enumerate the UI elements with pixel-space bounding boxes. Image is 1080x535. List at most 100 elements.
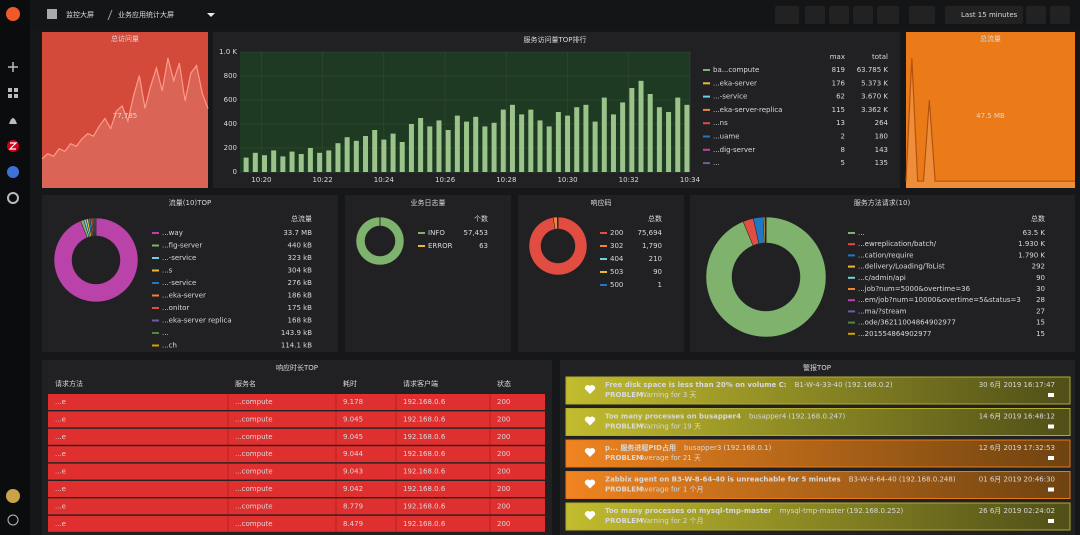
table-cell: 200	[497, 450, 510, 458]
share-button[interactable]	[775, 6, 799, 24]
column-header[interactable]: 请求方法	[55, 379, 83, 388]
legend-label[interactable]: ...s	[162, 267, 173, 275]
table-cell: 9.042	[343, 485, 363, 493]
table-cell: 192.168.0.6	[403, 433, 446, 441]
star-button[interactable]	[805, 6, 825, 24]
alert-item[interactable]	[565, 502, 1071, 531]
legend-header[interactable]: 总数	[648, 214, 662, 223]
legend-label[interactable]: INFO	[428, 229, 445, 237]
dashboards-icon[interactable]	[8, 88, 12, 92]
legend-label[interactable]: ...-service	[162, 279, 196, 287]
bar	[528, 109, 534, 172]
alert-name: Free disk space is less than 20% on volu…	[605, 381, 787, 389]
legend-swatch	[703, 95, 710, 98]
legend-label[interactable]: ...	[162, 329, 169, 337]
legend-label[interactable]: ...fig-server	[162, 242, 202, 250]
time-picker[interactable]	[945, 6, 1023, 24]
alert-detail: Warning for 19 天	[640, 423, 701, 431]
alert-time: 26 6月 2019 02:24:02	[979, 507, 1055, 515]
legend-label[interactable]: ba...compute	[713, 66, 759, 74]
alert-icon[interactable]	[9, 118, 17, 124]
table-cell: 192.168.0.6	[403, 415, 446, 423]
alert-detail: Warning for 3 天	[640, 391, 697, 399]
help-icon[interactable]	[7, 514, 19, 526]
column-header[interactable]: 服务名	[235, 379, 256, 388]
legend-label[interactable]: ...ch	[162, 342, 177, 350]
alert-item[interactable]	[565, 439, 1071, 468]
alert-heart	[584, 416, 596, 426]
panel-title: 业务日志量	[411, 198, 446, 207]
legend-label[interactable]: ...	[713, 159, 720, 167]
legend-label[interactable]: ...delivery/Loading/ToList	[858, 263, 945, 271]
zoom-button[interactable]	[1026, 6, 1046, 24]
legend-label[interactable]: ...way	[162, 229, 183, 237]
legend-label[interactable]: ...ode/36211004864902977	[858, 319, 956, 327]
legend-label[interactable]: ...job?num=5000&overtime=36	[858, 285, 971, 293]
snapshot-button[interactable]	[829, 6, 849, 24]
legend-header[interactable]: 个数	[474, 214, 488, 223]
legend-swatch	[848, 321, 855, 324]
legend-label[interactable]: ...201554864902977	[858, 330, 931, 338]
legend-label[interactable]: 200	[610, 229, 623, 237]
column-header[interactable]: 请求客户端	[403, 379, 438, 388]
legend-label[interactable]: ...ns	[713, 119, 728, 127]
breadcrumb-folder[interactable]: 监控大屏	[66, 10, 94, 19]
legend-label[interactable]: ...em/job?num=10000&overtime=5&status=3	[858, 296, 1021, 304]
time-range[interactable]: Last 15 minutes	[961, 11, 1018, 19]
legend-label[interactable]: ...-service	[162, 254, 196, 262]
dashboard-title[interactable]: 业务应用统计大屏	[118, 10, 174, 19]
bar	[620, 102, 626, 172]
legend-label[interactable]: 302	[610, 242, 623, 250]
legend-label[interactable]: ...onitor	[162, 304, 189, 312]
user-avatar[interactable]	[6, 489, 20, 503]
legend-label[interactable]: ...eka-server	[713, 79, 757, 87]
plugin-icon[interactable]	[7, 166, 19, 178]
legend-max: 13	[836, 119, 845, 127]
legend-value: 57,453	[464, 229, 489, 237]
legend-max: 819	[832, 66, 845, 74]
save-button[interactable]	[853, 6, 873, 24]
legend-label[interactable]: ...eka-server	[162, 292, 206, 300]
legend-label[interactable]: ...ewreplication/batch/	[858, 240, 937, 248]
legend-label[interactable]: ...uame	[713, 133, 740, 141]
column-header[interactable]: 耗时	[343, 379, 357, 388]
table-cell: 192.168.0.6	[403, 520, 446, 528]
stat-panel	[42, 32, 208, 188]
legend-label[interactable]: ERROR	[428, 242, 453, 250]
legend-label[interactable]: 500	[610, 281, 623, 289]
alert-name: Too many processes on busapper4	[605, 413, 741, 421]
legend-label[interactable]: ...eka-server-replica	[713, 106, 782, 114]
refresh-button[interactable]	[1050, 6, 1070, 24]
legend-label[interactable]: 503	[610, 268, 623, 276]
grafana-logo[interactable]	[6, 7, 20, 21]
legend-label[interactable]: ...ma/?stream	[858, 307, 907, 315]
table-row	[48, 463, 545, 480]
alert-item[interactable]	[565, 408, 1071, 436]
add-icon[interactable]	[8, 62, 18, 72]
legend-value: 143.9 kB	[281, 329, 312, 337]
legend-label[interactable]: ...c/admin/api	[858, 274, 906, 282]
legend-header[interactable]: 总流量	[291, 214, 312, 223]
x-tick-label: 10:24	[374, 176, 395, 184]
legend-label[interactable]: ...eka-server replica	[162, 317, 232, 325]
legend-label[interactable]: ...cation/require	[858, 251, 913, 259]
legend-label[interactable]: ...	[858, 229, 865, 237]
column-header[interactable]: 状态	[497, 379, 511, 388]
settings-icon[interactable]	[7, 192, 19, 204]
legend-swatch	[848, 288, 855, 290]
bar	[353, 140, 359, 172]
legend-header[interactable]: 总数	[1031, 214, 1045, 223]
legend-swatch	[848, 332, 855, 335]
legend-label[interactable]: ...dig-server	[713, 146, 755, 154]
legend-max: 62	[836, 93, 845, 101]
legend-label[interactable]: 404	[610, 255, 624, 263]
settings-button[interactable]	[877, 6, 899, 24]
apps-icon[interactable]	[47, 9, 57, 19]
legend-swatch	[600, 258, 607, 260]
top-bar	[30, 0, 1080, 30]
tv-button[interactable]	[909, 6, 935, 24]
legend-label[interactable]: ...-service	[713, 93, 747, 101]
alert-item[interactable]	[565, 376, 1071, 405]
bar	[298, 154, 304, 172]
alert-item[interactable]	[565, 471, 1071, 499]
